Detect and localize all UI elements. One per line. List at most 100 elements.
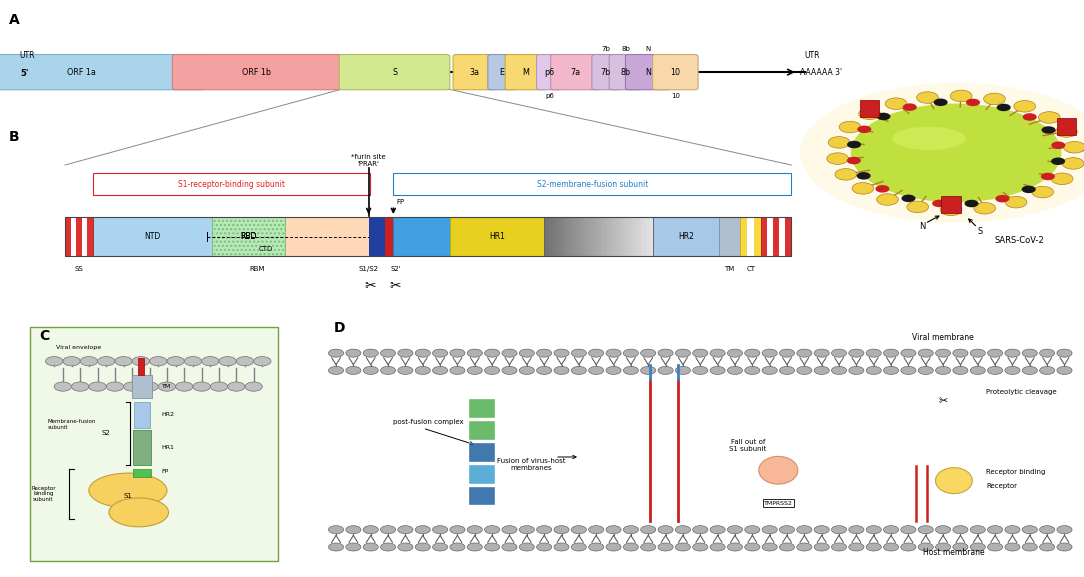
FancyBboxPatch shape <box>592 55 620 90</box>
Circle shape <box>1014 100 1035 112</box>
Text: 10: 10 <box>671 93 680 99</box>
Text: HR2: HR2 <box>162 412 175 417</box>
Circle shape <box>693 543 708 551</box>
Circle shape <box>675 543 691 551</box>
Bar <box>747 217 754 256</box>
FancyBboxPatch shape <box>625 55 671 90</box>
Bar <box>595 217 598 256</box>
Circle shape <box>202 357 219 366</box>
Circle shape <box>1022 543 1037 551</box>
Circle shape <box>856 172 870 179</box>
Circle shape <box>571 543 586 551</box>
Circle shape <box>380 366 396 374</box>
Circle shape <box>1051 141 1066 149</box>
Circle shape <box>398 543 413 551</box>
Text: S2-membrane-fusion subunit: S2-membrane-fusion subunit <box>537 179 648 189</box>
Bar <box>577 217 581 256</box>
Circle shape <box>866 526 881 534</box>
Circle shape <box>519 366 534 374</box>
Bar <box>761 217 791 256</box>
Circle shape <box>537 543 552 551</box>
Text: AAAAAA 3': AAAAAA 3' <box>800 68 842 77</box>
Bar <box>570 217 573 256</box>
Circle shape <box>710 349 725 357</box>
Circle shape <box>571 526 586 534</box>
Bar <box>212 217 285 256</box>
Circle shape <box>1022 349 1037 357</box>
Circle shape <box>827 153 849 164</box>
Text: *furin site: *furin site <box>351 154 386 160</box>
Circle shape <box>953 526 968 534</box>
Text: B: B <box>9 130 20 144</box>
Text: Receptor binding: Receptor binding <box>986 469 1046 475</box>
Bar <box>624 217 628 256</box>
Circle shape <box>839 121 861 133</box>
Circle shape <box>866 349 881 357</box>
Bar <box>754 217 761 256</box>
Circle shape <box>1038 112 1060 123</box>
Circle shape <box>675 349 691 357</box>
Circle shape <box>779 366 795 374</box>
FancyBboxPatch shape <box>505 55 546 90</box>
Circle shape <box>236 357 254 366</box>
Text: SS: SS <box>75 266 83 272</box>
Circle shape <box>658 366 673 374</box>
Bar <box>614 217 617 256</box>
Circle shape <box>519 543 534 551</box>
Circle shape <box>363 366 378 374</box>
Bar <box>385 217 393 256</box>
Circle shape <box>537 526 552 534</box>
Circle shape <box>970 349 985 357</box>
Circle shape <box>554 543 569 551</box>
Bar <box>393 173 791 195</box>
FancyBboxPatch shape <box>453 55 496 90</box>
Circle shape <box>951 90 972 102</box>
Circle shape <box>606 366 621 374</box>
Circle shape <box>983 93 1005 104</box>
Circle shape <box>80 357 98 366</box>
Circle shape <box>328 366 344 374</box>
Circle shape <box>762 349 777 357</box>
Text: Fall out of
S1 subunit: Fall out of S1 subunit <box>730 439 766 452</box>
Circle shape <box>1040 526 1055 534</box>
Bar <box>65 217 92 256</box>
Circle shape <box>554 366 569 374</box>
Circle shape <box>502 526 517 534</box>
Circle shape <box>966 99 980 106</box>
Text: TM: TM <box>724 266 735 272</box>
Circle shape <box>415 366 430 374</box>
Circle shape <box>710 543 725 551</box>
Bar <box>617 217 621 256</box>
Bar <box>469 465 495 484</box>
Circle shape <box>675 526 691 534</box>
Bar <box>761 217 791 256</box>
Circle shape <box>970 543 985 551</box>
Circle shape <box>693 526 708 534</box>
Bar <box>132 375 152 398</box>
Bar <box>559 217 563 256</box>
Circle shape <box>940 204 962 216</box>
Circle shape <box>398 349 413 357</box>
Bar <box>65 217 70 256</box>
Bar <box>285 217 369 256</box>
Circle shape <box>54 382 72 391</box>
Text: ORF 1b: ORF 1b <box>243 68 271 77</box>
Circle shape <box>935 366 951 374</box>
Circle shape <box>1057 366 1072 374</box>
Circle shape <box>988 349 1003 357</box>
Bar <box>606 217 609 256</box>
Circle shape <box>641 543 656 551</box>
Bar <box>92 173 370 195</box>
Text: HR2: HR2 <box>679 232 694 241</box>
Circle shape <box>901 543 916 551</box>
Circle shape <box>363 543 378 551</box>
Circle shape <box>1057 526 1072 534</box>
Circle shape <box>932 200 946 207</box>
Circle shape <box>907 201 929 213</box>
Text: 7b: 7b <box>601 68 611 77</box>
Circle shape <box>886 98 907 110</box>
Text: TMPRSS2: TMPRSS2 <box>764 501 792 505</box>
Circle shape <box>519 349 534 357</box>
FancyBboxPatch shape <box>339 55 450 90</box>
Circle shape <box>797 543 812 551</box>
